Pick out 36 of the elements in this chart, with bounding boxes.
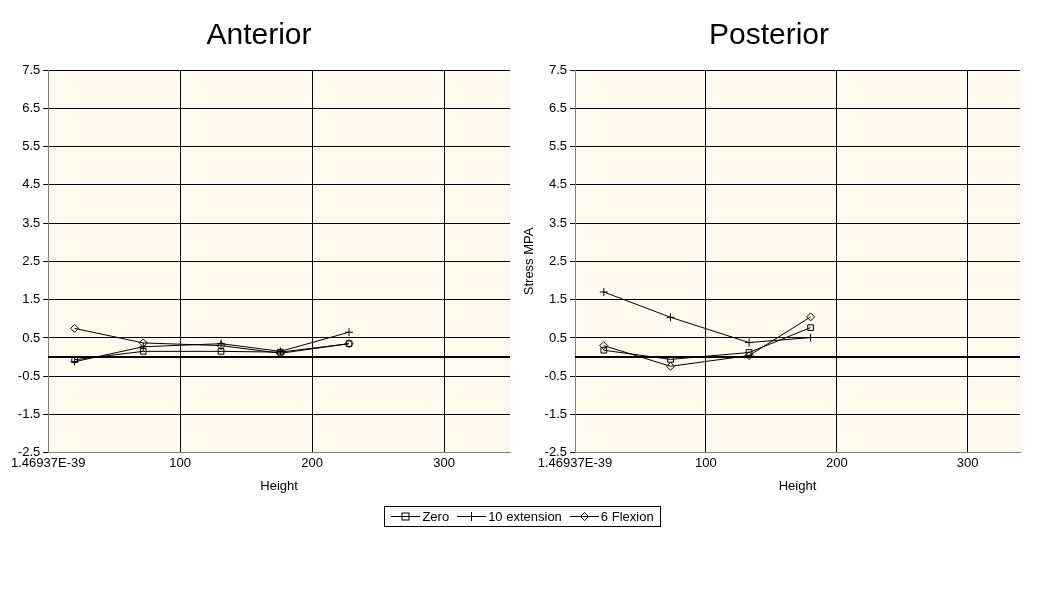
y-tick-label: 3.5 [548,214,567,230]
y-tick-label: 7.5 [22,61,41,77]
x-tick-label: 100 [695,455,717,471]
x-axis-title: Height [778,477,817,493]
x-tick-label: 300 [956,455,979,471]
y-tick-label: 4.5 [548,176,567,192]
y-tick-label: -0.5 [544,367,567,383]
x-tick-label: 1.46937E-39 [11,455,86,471]
x-tick-label: 200 [825,455,848,471]
y-tick-label: -1.5 [544,406,567,422]
y-axis-title: Stress MPA [521,227,537,296]
x-tick-label: 200 [301,455,323,471]
y-tick-label: 2.5 [548,252,567,268]
y-tick-label: 2.5 [22,252,41,268]
legend-label: 10 extension [488,509,562,524]
x-tick-label: 300 [433,455,455,471]
y-tick-label: -1.5 [17,406,41,422]
x-tick-label: 100 [169,455,192,471]
y-tick-label: 6.5 [548,99,567,115]
chart-title: Anterior [206,17,312,51]
y-tick-label: 1.5 [548,291,567,307]
x-axis-title: Height [260,477,299,493]
y-tick-label: 5.5 [22,138,41,154]
y-tick-label: 5.5 [548,138,567,154]
y-tick-label: 0.5 [548,329,567,345]
x-tick-label: 1.46937E-39 [537,455,613,471]
y-tick-label: 1.5 [22,291,41,307]
legend-label: 6 Flexion [600,509,654,524]
y-tick-label: 7.5 [548,61,567,77]
y-tick-label: 0.5 [22,329,41,345]
y-tick-label: -0.5 [17,367,41,383]
y-tick-label: 6.5 [22,99,41,115]
y-tick-label: 4.5 [22,176,41,192]
y-tick-label: 3.5 [22,214,41,230]
legend-label: Zero [422,509,450,524]
chart-title: Posterior [708,17,830,51]
